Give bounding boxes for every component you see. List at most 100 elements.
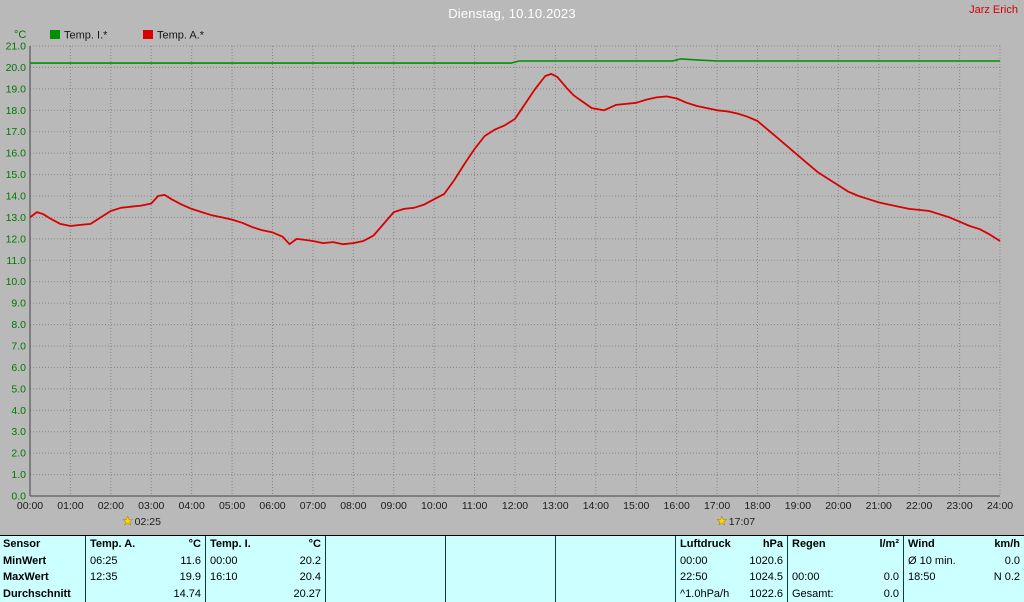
stats-cell-value: hPa (762, 538, 783, 551)
stats-cell-value: 20.4 (299, 571, 321, 584)
x-tick-label: 14:00 (583, 500, 609, 512)
y-tick-label: 17.0 (6, 126, 27, 138)
stats-cell-value: 14.74 (173, 587, 201, 600)
series-line-temp-outside (29, 73, 1001, 246)
legend-label: Temp. A.* (157, 30, 205, 42)
legend-label: Temp. I.* (64, 30, 108, 42)
x-tick-label: 18:00 (744, 500, 770, 512)
stats-cell: ^1.0hPa/h 1022.6 (675, 585, 787, 602)
stats-cell-time: 00:00 (210, 554, 238, 567)
y-tick-label: 14.0 (6, 191, 27, 203)
stats-cell: 22:50 1024.5 (675, 569, 787, 586)
stats-cell (555, 552, 675, 569)
y-tick-label: 1.0 (11, 469, 26, 481)
stats-cell: Wind km/h (903, 536, 1024, 553)
stats-cell: 12:35 19.9 (85, 569, 205, 586)
y-tick-label: 2.0 (11, 448, 26, 460)
y-tick-label: 19.0 (6, 83, 27, 95)
stats-cell-value: 1022.6 (749, 587, 783, 600)
y-tick-label: 10.0 (6, 276, 27, 288)
y-tick-label: 12.0 (6, 233, 27, 245)
stats-cell-value: km/h (994, 538, 1020, 551)
x-tick-label: 24:00 (987, 500, 1013, 512)
stats-cell-time: 00:00 (680, 554, 708, 567)
stats-cell (445, 569, 555, 586)
stats-cell-value: l/m² (879, 538, 899, 551)
legend-swatch-icon (143, 30, 153, 39)
stats-cell: 00:00 0.0 (787, 569, 903, 586)
stats-row: Durchschnitt 14.74 20.27 ^1.0hPa/h 1022.6 Ges… (0, 585, 1024, 602)
stats-cell: 20.27 (205, 585, 325, 602)
stats-cell (555, 536, 675, 553)
x-tick-label: 11:00 (462, 500, 488, 512)
y-tick-label: 4.0 (11, 405, 26, 417)
stats-cell-value: 11.6 (180, 554, 201, 567)
x-tick-label: 21:00 (866, 500, 892, 512)
stats-cell (555, 569, 675, 586)
x-tick-label: 23:00 (946, 500, 972, 512)
y-tick-label: 7.0 (11, 341, 26, 353)
stats-cell: 14.74 (85, 585, 205, 602)
stats-cell-time: Wind (908, 538, 935, 551)
sun-marker-icon (122, 515, 134, 526)
stats-cell: 16:10 20.4 (205, 569, 325, 586)
stats-row: Sensor Temp. A. °C Temp. I. °C Luftdruck hPa Re… (0, 536, 1024, 553)
stats-row-label: Sensor (3, 538, 41, 551)
y-tick-label: 20.0 (6, 62, 27, 74)
y-tick-label: 13.0 (6, 212, 27, 224)
y-tick-label: 3.0 (11, 426, 26, 438)
stats-cell-time: ^1.0hPa/h (680, 587, 730, 600)
x-tick-label: 04:00 (179, 500, 205, 512)
y-tick-label: 11.0 (6, 255, 26, 267)
x-tick-label: 08:00 (340, 500, 366, 512)
stats-cell: Luftdruck hPa (675, 536, 787, 553)
y-axis-unit-label: °C (14, 29, 26, 41)
stats-cell-time: Ø 10 min. (908, 554, 956, 567)
stats-cell (325, 585, 445, 602)
y-tick-label: 21.0 (6, 41, 27, 53)
y-tick-label: 18.0 (6, 105, 27, 117)
stats-cell-time: Temp. I. (210, 538, 251, 551)
x-tick-label: 12:00 (502, 500, 528, 512)
y-tick-label: 16.0 (6, 148, 27, 160)
stats-cell-time: Temp. A. (90, 538, 136, 551)
x-tick-label: 20:00 (825, 500, 851, 512)
x-tick-label: 05:00 (219, 500, 245, 512)
stats-cell: 00:00 1020.6 (675, 552, 787, 569)
stats-cell-time: 06:25 (90, 554, 118, 567)
stats-cell (325, 569, 445, 586)
stats-cell-time: 00:00 (792, 571, 820, 584)
x-tick-label: 01:00 (57, 500, 83, 512)
stats-cell-value: 1024.5 (749, 571, 783, 584)
stats-cell: 06:25 11.6 (85, 552, 205, 569)
stats-cell (903, 585, 1024, 602)
series-line-temp-inside (30, 58, 1000, 64)
sun-marker-time: 17:07 (729, 516, 755, 528)
stats-row: MaxWert 12:35 19.9 16:10 20.4 22:50 1024.5 00:0… (0, 569, 1024, 586)
stats-cell-time: 18:50 (908, 571, 936, 584)
stats-cell-value: 20.27 (293, 587, 321, 600)
y-tick-label: 8.0 (11, 319, 26, 331)
user-name: Jarz Erich (969, 4, 1018, 16)
x-tick-label: 06:00 (259, 500, 285, 512)
sun-marker-time: 02:25 (135, 516, 161, 528)
x-tick-label: 03:00 (138, 500, 164, 512)
stats-cell: Ø 10 min. 0.0 (903, 552, 1024, 569)
temperature-chart: 0.0 1.0 2.0 3.0 4.0 5.0 6.0 7.0 8.0 9.0 10.0 11.0 12… (6, 29, 1014, 528)
sun-marker-icon (716, 515, 728, 526)
x-tick-label: 22:00 (906, 500, 932, 512)
stats-cell-value: N 0.2 (993, 571, 1020, 584)
stats-cell (325, 536, 445, 553)
stats-cell-time: 12:35 (90, 571, 118, 584)
y-tick-label: 15.0 (6, 169, 27, 181)
stats-table: Sensor Temp. A. °C Temp. I. °C Luftdruck hPa Re… (0, 535, 1024, 602)
stats-cell (555, 585, 675, 602)
stats-cell: 18:50 N 0.2 (903, 569, 1024, 586)
stats-cell-value: 19.9 (179, 571, 201, 584)
stats-cell: 00:00 20.2 (205, 552, 325, 569)
stats-row: MinWert 06:25 11.6 00:00 20.2 00:00 1020.6 Ø 10… (0, 552, 1024, 569)
stats-cell: Temp. A. °C (85, 536, 205, 553)
stats-cell-value: 0.0 (883, 571, 899, 584)
y-tick-label: 0.0 (11, 491, 26, 503)
